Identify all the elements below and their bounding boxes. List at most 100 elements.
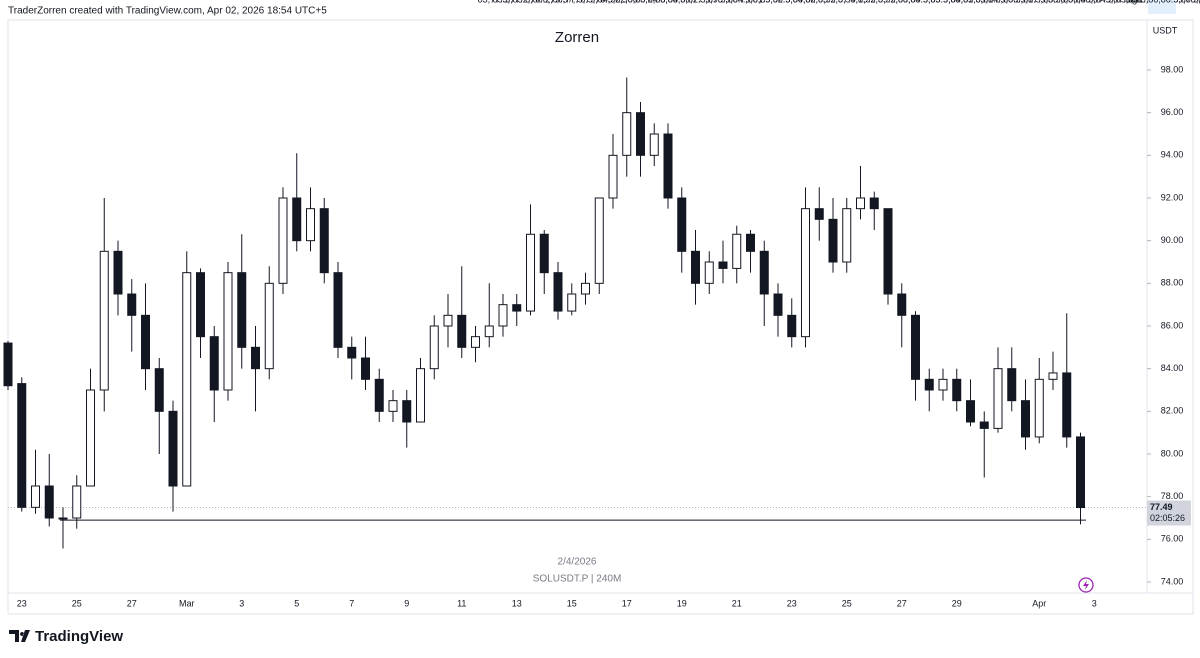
y-tick-label: 90.00 (1161, 235, 1184, 245)
x-tick-label: 9 (404, 598, 409, 608)
candle (498, 294, 508, 337)
candle-body (154, 368, 164, 412)
candle (113, 240, 123, 316)
candle-body (924, 378, 934, 391)
candle (842, 198, 852, 273)
candle-body (498, 304, 508, 327)
candle (223, 262, 233, 401)
candle (649, 123, 659, 166)
candle (704, 251, 714, 294)
candle-body (952, 378, 962, 402)
x-tick-label: Mar (179, 598, 195, 608)
candle-body (31, 485, 40, 508)
brand-name: TradingView (35, 628, 123, 645)
candle (952, 368, 962, 412)
y-tick-label: 88.00 (1161, 278, 1184, 288)
candle (801, 187, 810, 348)
candle (1048, 351, 1058, 390)
candle (567, 283, 577, 316)
x-tick-label: 23 (787, 598, 797, 608)
candle-body (306, 208, 315, 242)
x-tick-label: 21 (732, 598, 742, 608)
y-tick-label: 74.00 (1161, 576, 1184, 586)
candle (402, 390, 412, 448)
candle (374, 368, 384, 422)
x-tick-label: 17 (622, 598, 632, 608)
candle-body (663, 133, 673, 199)
candle-body (347, 346, 357, 359)
candle (306, 187, 315, 252)
candle-body (223, 272, 233, 391)
header: TraderZorren created with TradingView.co… (8, 6, 327, 17)
candle (1021, 379, 1030, 450)
candle-body (677, 197, 687, 252)
candle-body (237, 272, 247, 348)
candle-body (44, 485, 54, 519)
candle (979, 411, 989, 478)
candle (333, 262, 343, 358)
candle-body (1048, 372, 1058, 380)
candle (966, 379, 975, 427)
candle (581, 272, 590, 305)
candle (1062, 313, 1072, 448)
candle-body (718, 261, 728, 269)
alert-bolt (1083, 580, 1089, 590)
candle (856, 166, 865, 220)
candle-body (209, 336, 219, 391)
last-price-bg (1147, 500, 1191, 526)
candle (732, 225, 742, 284)
countdown: 02:05:26 (1150, 513, 1185, 523)
x-tick-label: 25 (72, 598, 82, 608)
high-tag: High (1124, 0, 1143, 4)
x-tick-label: 19 (677, 598, 687, 608)
candle-body (17, 383, 27, 508)
y-tick-label: 80.00 (1161, 448, 1184, 458)
candle (416, 358, 425, 423)
candle-body (319, 208, 329, 274)
candle-body (567, 293, 577, 312)
candle-body (141, 314, 150, 370)
candle-body (704, 261, 714, 284)
candle (636, 102, 645, 177)
low-tag: Low (1126, 0, 1143, 4)
candle (883, 208, 893, 305)
candle-body (429, 325, 439, 370)
candle (347, 336, 357, 380)
candle-body (1034, 378, 1044, 438)
candle-body (196, 272, 205, 338)
candle (196, 268, 205, 358)
candle (168, 400, 178, 512)
y-tick-label: 86.00 (1161, 320, 1184, 330)
candle-body (869, 197, 879, 210)
candle-body (1076, 436, 1085, 509)
candle-body (787, 314, 797, 338)
candle (17, 377, 27, 512)
low-value-bg (1148, 0, 1176, 14)
watermark-date: 2/4/2026 (558, 557, 597, 568)
candle (72, 475, 82, 529)
candle (828, 198, 838, 273)
candle-body (264, 282, 274, 370)
y-tick-label: 76.00 (1161, 534, 1184, 544)
candle-body (443, 314, 453, 327)
y-tick-label: 84.00 (1161, 363, 1184, 373)
candle-body (581, 282, 590, 295)
x-tick-label: 3 (239, 598, 244, 608)
currency: USDT (1153, 25, 1178, 35)
y-tick-label: 96.00 (1161, 107, 1184, 117)
candle (292, 153, 302, 252)
candle (361, 336, 370, 390)
candle (209, 326, 219, 422)
candle (993, 347, 1003, 433)
candle-body (168, 410, 178, 487)
x-tick-label: Apr (1032, 598, 1046, 608)
high-tag-bg (1121, 0, 1146, 14)
candle-body (1062, 372, 1072, 438)
candle (622, 77, 632, 177)
high-value: 85.3,83.6,80.2,80,77.5,79,84,92,90,88.2,… (493, 0, 1200, 4)
x-tick-label: 25 (842, 598, 852, 608)
candle (264, 266, 274, 380)
candle (718, 240, 728, 284)
candle (677, 187, 687, 273)
candle (759, 240, 769, 326)
